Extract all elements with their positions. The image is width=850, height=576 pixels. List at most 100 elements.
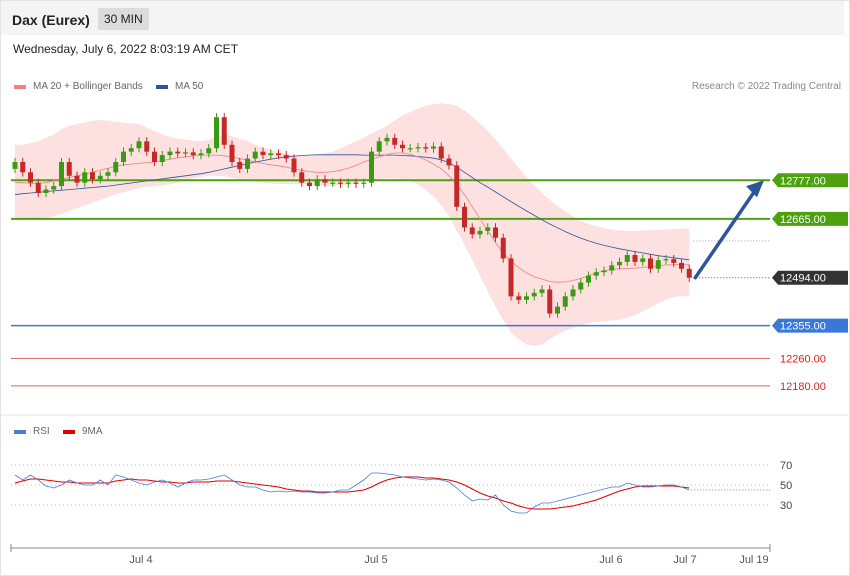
candle <box>345 178 351 188</box>
candle <box>609 261 615 275</box>
candle <box>268 149 274 160</box>
candle <box>299 168 305 187</box>
candle-body <box>43 189 49 193</box>
candle <box>252 147 258 163</box>
legend-rsi: RSI <box>14 426 50 437</box>
instrument-title: Dax (Eurex) <box>12 12 90 28</box>
candle <box>291 154 297 177</box>
candle <box>524 292 529 304</box>
level-value: 12260.00 <box>780 353 826 365</box>
candle <box>539 285 545 298</box>
candle <box>245 154 250 174</box>
candle <box>671 255 677 268</box>
ma9-label: 9MA <box>82 426 103 437</box>
candle <box>51 181 57 194</box>
candle-body <box>508 258 514 297</box>
candle-body <box>136 141 142 149</box>
candle-body <box>407 148 413 150</box>
candle <box>446 154 452 170</box>
rsi-swatch <box>14 429 26 434</box>
candle <box>82 168 88 187</box>
level-label-12777-00: 12777.00 <box>772 173 848 188</box>
candle-body <box>152 151 157 162</box>
candle-body <box>400 144 405 149</box>
candle <box>438 142 444 163</box>
candle <box>105 168 111 180</box>
candle-body <box>392 137 398 145</box>
level-value: 12665.00 <box>780 214 826 226</box>
ma9-swatch <box>63 429 75 434</box>
candle <box>136 137 142 153</box>
candle-body <box>547 289 553 314</box>
candle-body <box>74 175 80 183</box>
candle-body <box>283 155 289 159</box>
candle <box>477 226 483 239</box>
candle-body <box>438 146 444 159</box>
candle <box>12 157 18 174</box>
candle-body <box>167 151 173 156</box>
x-tick-label: Jul 7 <box>673 554 696 566</box>
candle-body <box>353 182 359 184</box>
candle <box>307 178 312 191</box>
candle <box>555 302 560 318</box>
level-tag <box>772 270 848 285</box>
candle <box>43 185 49 198</box>
candle-body <box>516 296 522 300</box>
x-tick-label: Jul 6 <box>599 554 622 566</box>
candle-body <box>462 206 467 228</box>
candle <box>392 133 398 149</box>
candle-body <box>245 158 250 169</box>
candle-body <box>609 265 615 271</box>
candle <box>663 255 669 265</box>
candle-body <box>477 230 483 235</box>
candle-body <box>90 172 95 180</box>
ma20-line <box>15 152 690 283</box>
candle-body <box>28 172 33 183</box>
candle-body <box>493 227 498 238</box>
candle-body <box>82 172 88 183</box>
candle-body <box>415 147 421 149</box>
candle <box>175 147 181 158</box>
candle-body <box>260 151 266 156</box>
rsi-label: RSI <box>33 426 50 437</box>
x-tick-label: Jul 5 <box>364 554 387 566</box>
candle-body <box>330 182 336 184</box>
x-tick-label: Jul 19 <box>739 554 768 566</box>
candle-body <box>59 162 64 187</box>
timestamp: Wednesday, July 6, 2022 8:03:19 AM CET <box>13 42 239 56</box>
candle <box>144 137 150 156</box>
ma50-line <box>14 154 690 261</box>
candle <box>214 113 219 153</box>
candle-body <box>322 179 328 183</box>
candle <box>229 140 235 167</box>
candle-body <box>524 296 529 300</box>
candle-body <box>361 182 367 184</box>
candle-body <box>183 152 188 154</box>
candle <box>221 113 227 149</box>
candle <box>586 271 591 287</box>
candle-body <box>314 179 320 187</box>
candle-body <box>128 148 134 152</box>
rsi-ma9-line <box>14 476 690 510</box>
candle <box>376 137 382 156</box>
candle-body <box>632 255 638 262</box>
candle <box>167 147 173 160</box>
candle-body <box>384 137 390 142</box>
candle <box>679 258 684 273</box>
candle-body <box>345 182 351 184</box>
candle <box>330 178 336 187</box>
level-label-12494-00: 12494.00 <box>772 270 848 285</box>
level-value: 12355.00 <box>780 321 826 333</box>
level-tag <box>772 173 848 188</box>
candle <box>423 143 429 153</box>
candle-body <box>601 270 607 273</box>
candle <box>28 168 33 187</box>
timeframe-badge[interactable]: 30 MIN <box>98 8 149 30</box>
candle-body <box>562 296 568 307</box>
x-tick-label: Jul 4 <box>129 554 152 566</box>
candle-body <box>446 158 452 166</box>
candle-body <box>578 282 584 290</box>
candle-body <box>198 153 204 156</box>
candle <box>113 157 119 177</box>
